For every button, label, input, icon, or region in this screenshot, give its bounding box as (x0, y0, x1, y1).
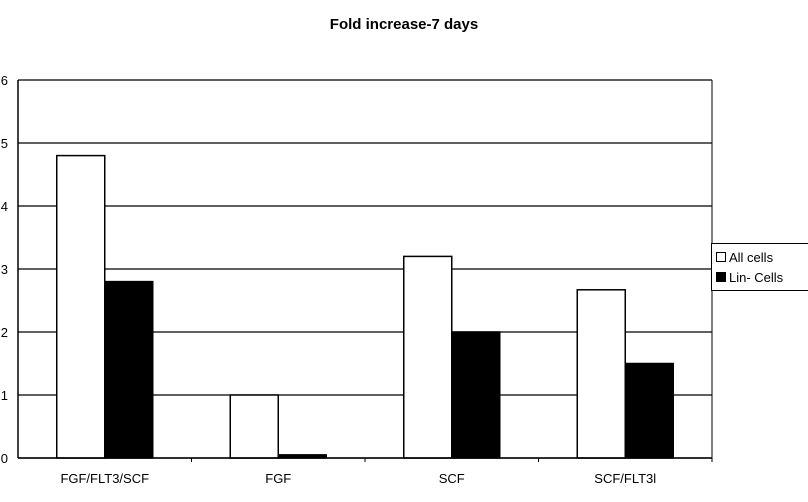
bar-lin-cells (452, 332, 500, 458)
legend-item-all-cells: All cells (716, 247, 804, 267)
bar-lin-cells (105, 282, 153, 458)
bar-lin-cells (625, 364, 673, 459)
x-tick-label: SCF/FLT3l (594, 471, 656, 486)
y-tick-label: 5 (1, 136, 8, 151)
legend-label-all-cells: All cells (729, 250, 773, 265)
y-tick-label: 3 (1, 262, 8, 277)
y-tick-label: 4 (1, 199, 8, 214)
bar-all-cells (230, 395, 278, 458)
legend-swatch-lin-cells (716, 272, 726, 282)
x-tick-label: FGF/FLT3/SCF (60, 471, 149, 486)
x-tick-label: SCF (439, 471, 465, 486)
bar-all-cells (57, 156, 105, 458)
y-tick-label: 1 (1, 388, 8, 403)
bar-all-cells (404, 256, 452, 458)
bar-all-cells (577, 290, 625, 458)
legend-item-lin-cells: Lin- Cells (716, 267, 804, 287)
y-tick-label: 0 (1, 451, 8, 466)
y-tick-label: 2 (1, 325, 8, 340)
legend: All cells Lin- Cells (711, 243, 808, 291)
x-tick-label: FGF (265, 471, 291, 486)
y-tick-label: 6 (1, 73, 8, 88)
legend-swatch-all-cells (716, 252, 726, 262)
legend-label-lin-cells: Lin- Cells (729, 270, 783, 285)
